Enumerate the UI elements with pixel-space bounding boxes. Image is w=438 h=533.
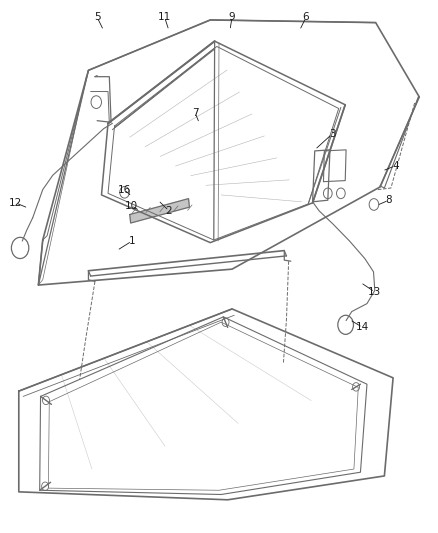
Text: 13: 13: [368, 287, 381, 297]
Text: 5: 5: [94, 12, 100, 22]
Polygon shape: [130, 199, 189, 223]
Text: 2: 2: [166, 206, 172, 216]
Text: 11: 11: [158, 12, 171, 22]
Text: 12: 12: [9, 198, 22, 208]
Text: 8: 8: [385, 195, 392, 205]
Text: 4: 4: [392, 161, 399, 171]
Text: 6: 6: [303, 12, 309, 22]
Text: 14: 14: [356, 322, 369, 333]
Text: 10: 10: [124, 200, 138, 211]
Text: 9: 9: [229, 12, 235, 22]
Text: 1: 1: [129, 236, 135, 246]
Text: 16: 16: [117, 184, 131, 195]
Text: 7: 7: [192, 108, 198, 118]
Text: 3: 3: [329, 129, 336, 139]
